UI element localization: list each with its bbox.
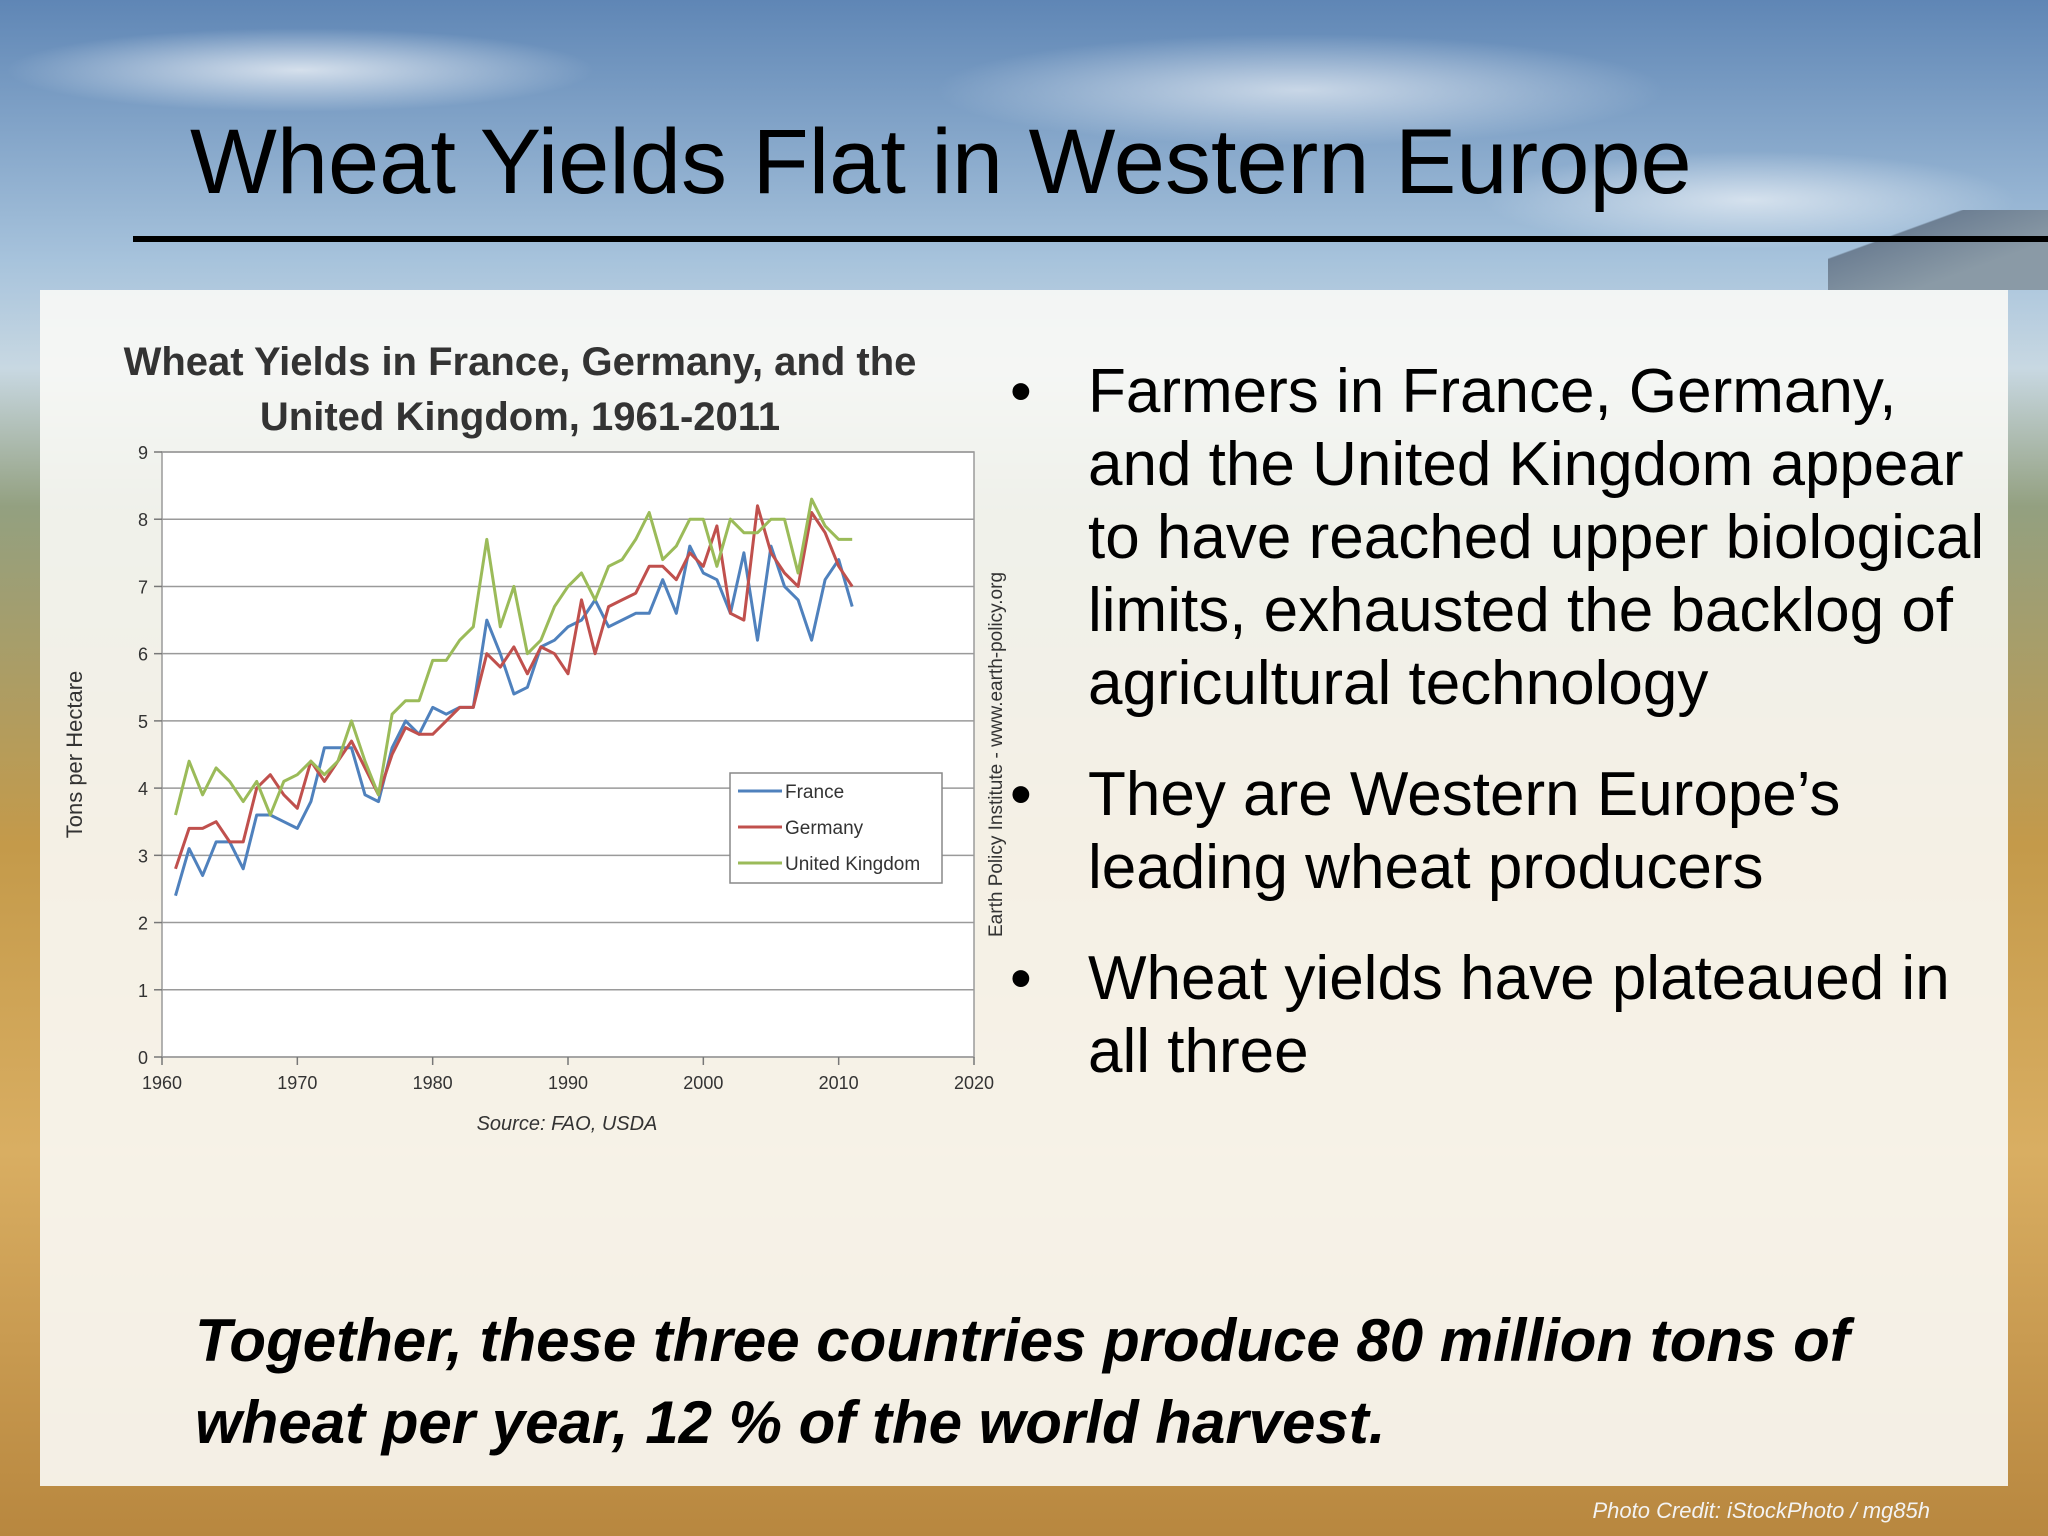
y-tick-label: 4 (138, 779, 148, 799)
bullet-text: They are Western Europe’s leading wheat … (1088, 760, 1841, 902)
y-tick-label: 2 (138, 914, 148, 934)
chart-title-line-2: United Kingdom, 1961-2011 (260, 395, 780, 439)
x-tick-label: 2000 (683, 1073, 723, 1093)
legend-label: France (785, 782, 844, 803)
bullet-text: Wheat yields have plateaued in all three (1088, 944, 1950, 1086)
source-side-note: Earth Policy Institute - www.earth-polic… (986, 572, 1007, 937)
x-tick-label: 1980 (413, 1073, 453, 1093)
chart-title-line-1: Wheat Yields in France, Germany, and the (124, 340, 917, 384)
legend-label: United Kingdom (785, 854, 920, 875)
series-line-germany (174, 504, 854, 870)
y-axis-label: Tons per Hectare (62, 671, 87, 839)
y-tick-label: 1 (138, 981, 148, 1001)
chart-source: Source: FAO, USDA (477, 1113, 658, 1135)
series-line-united-kingdom (174, 497, 853, 817)
bullet-icon: • (1010, 944, 1032, 1013)
chart-container: Wheat Yields in France, Germany, and the… (50, 330, 1020, 1150)
y-tick-label: 5 (138, 712, 148, 732)
slide-title: Wheat Yields Flat in Western Europe (190, 111, 1692, 213)
x-tick-label: 1960 (142, 1073, 182, 1093)
title-underline (133, 236, 2048, 242)
bullet-text: Farmers in France, Germany, and the Unit… (1088, 357, 1985, 718)
mountain-backdrop (1828, 210, 2048, 290)
y-tick-label: 3 (138, 846, 148, 866)
x-tick-label: 1970 (277, 1073, 317, 1093)
y-tick-label: 7 (138, 577, 148, 597)
y-tick-label: 0 (138, 1048, 148, 1068)
legend-label: Germany (785, 818, 864, 839)
y-tick-label: 8 (138, 510, 148, 530)
photo-credit: Photo Credit: iStockPhoto / mg85h (1592, 1498, 1930, 1523)
plot-area (161, 451, 975, 1058)
y-tick-label: 6 (138, 645, 148, 665)
bullet-item: • Wheat yields have plateaued in all thre… (1000, 942, 2010, 1088)
bullet-icon: • (1010, 760, 1032, 829)
x-tick-label: 1990 (548, 1073, 588, 1093)
bullet-list: • Farmers in France, Germany, and the Uni… (1000, 355, 2010, 1126)
bullet-item: • They are Western Europe’s leading wheat… (1000, 758, 2010, 904)
bullet-icon: • (1010, 357, 1032, 426)
series-line-france (174, 544, 854, 897)
x-tick-label: 2010 (819, 1073, 859, 1093)
wheat-yield-chart: Wheat Yields in France, Germany, and the… (62, 340, 1007, 1135)
x-tick-label: 2020 (954, 1073, 994, 1093)
summary-footer: Together, these three countries produce … (195, 1307, 1850, 1456)
y-tick-label: 9 (138, 443, 148, 463)
bullet-item: • Farmers in France, Germany, and the Uni… (1000, 355, 2010, 720)
